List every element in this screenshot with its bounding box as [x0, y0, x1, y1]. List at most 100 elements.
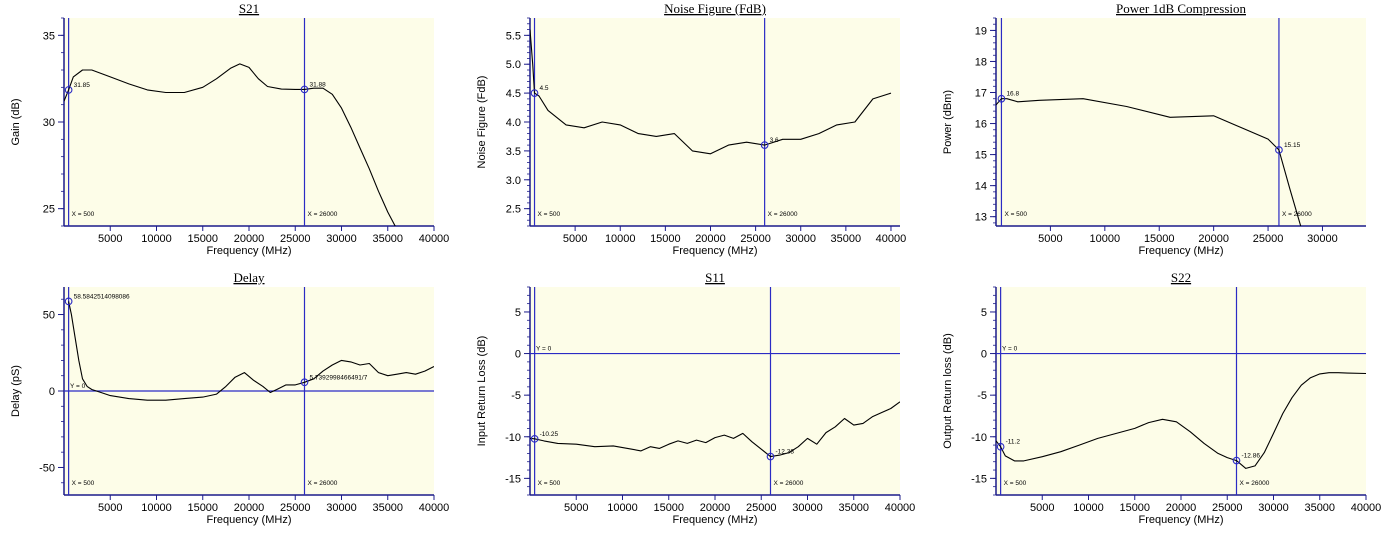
x-tick-label: 15000 [650, 233, 681, 245]
x-tick-label: 5000 [98, 233, 122, 245]
x-axis-label: Frequency (MHz) [207, 245, 292, 257]
x-tick-label: 10000 [141, 502, 172, 514]
chart-panel-4: S11 -15 -10 -5 0 5 5000 10000 15000 20000 25000 300… [476, 270, 915, 526]
x-tick-label: 20000 [1166, 502, 1197, 514]
chart-title: S22 [1171, 270, 1191, 285]
vline-label: X = 26000 [1240, 480, 1270, 487]
series-line [64, 63, 396, 226]
y-tick-label: 5.5 [506, 30, 521, 42]
marker-point [530, 89, 539, 97]
x-tick-label: 30000 [1258, 502, 1289, 514]
plot-area [64, 18, 434, 226]
marker-value-label: 15.15 [1284, 142, 1301, 149]
chart-panel-1: Noise Figure (FdB) 2.5 3.0 3.5 4.0 4.5 5.0 5.5 5… [476, 1, 906, 257]
x-tick-label: 15000 [653, 502, 684, 514]
y-tick-label: 35 [43, 30, 55, 42]
y-axis-label: Gain (dB) [10, 98, 22, 145]
x-tick-label: 40000 [885, 502, 916, 514]
y-tick-label: -5 [511, 390, 521, 402]
y-axis-label: Power (dBm) [942, 90, 954, 154]
vline-label: X = 26000 [308, 480, 338, 487]
y-tick-label: 0 [49, 386, 55, 398]
y-tick-label: 19 [975, 25, 987, 37]
series-line [68, 301, 434, 401]
vline-label: X = 500 [538, 211, 561, 218]
chart-title: Delay [233, 270, 265, 285]
series-line [530, 401, 900, 458]
vline-label: X = 500 [1004, 211, 1027, 218]
x-tick-label: 10000 [607, 502, 638, 514]
marker-value-label: -12.86 [1242, 453, 1261, 460]
x-tick-label: 30000 [792, 502, 823, 514]
y-tick-label: 50 [43, 310, 55, 322]
plot-content: Y = 0 X = 500 X = 26000 58.5842514098086 5.7… [64, 287, 434, 495]
y-axis-label: Input Return Loss (dB) [476, 336, 488, 447]
x-axis-label: Frequency (MHz) [1139, 245, 1224, 257]
marker-point [300, 378, 309, 387]
plot-area [996, 18, 1366, 226]
plot-content: X = 500 X = 26000 4.5 3.6 [530, 18, 892, 226]
y-tick-label: 15 [975, 150, 987, 162]
x-axis-label: Frequency (MHz) [673, 245, 758, 257]
y-tick-label: 3.5 [506, 146, 521, 158]
x-tick-label: 25000 [280, 233, 311, 245]
y-tick-label: 4.0 [506, 117, 521, 129]
x-tick-label: 15000 [1119, 502, 1150, 514]
marker-value-label: 31.88 [310, 81, 327, 88]
x-tick-label: 5000 [1038, 233, 1062, 245]
hline-label: Y = 0 [70, 383, 86, 390]
y-tick-label: -50 [39, 462, 55, 474]
marker-value-label: -10.25 [540, 431, 559, 438]
marker-point [300, 85, 309, 94]
x-tick-label: 35000 [372, 233, 403, 245]
y-tick-label: 2.5 [506, 204, 521, 216]
vline-label: X = 500 [1004, 480, 1027, 487]
y-tick-label: -5 [977, 390, 987, 402]
x-tick-label: 40000 [1351, 502, 1382, 514]
y-tick-label: -15 [505, 473, 521, 485]
x-tick-label: 20000 [234, 233, 265, 245]
series-line [530, 29, 892, 155]
x-tick-label: 25000 [746, 502, 777, 514]
x-tick-label: 5000 [563, 233, 587, 245]
vline-label: X = 26000 [774, 480, 804, 487]
y-tick-label: 25 [43, 204, 55, 216]
marker-value-label: 16.8 [1006, 91, 1019, 98]
y-tick-label: 16 [975, 119, 987, 131]
x-tick-label: 30000 [326, 502, 357, 514]
x-tick-label: 35000 [838, 502, 869, 514]
marker-point [1232, 456, 1241, 465]
chart-title: S21 [239, 1, 259, 16]
y-tick-label: 17 [975, 88, 987, 100]
y-tick-label: -15 [971, 473, 987, 485]
x-tick-label: 20000 [700, 502, 731, 514]
x-tick-label: 5000 [98, 502, 122, 514]
vline-label: X = 500 [72, 480, 95, 487]
y-tick-label: 0 [981, 349, 987, 361]
x-tick-label: 10000 [605, 233, 636, 245]
y-tick-label: 18 [975, 56, 987, 68]
marker-point [766, 452, 775, 461]
plot-area [530, 287, 900, 495]
y-tick-label: 4.5 [506, 88, 521, 100]
plot-content: X = 500 X = 26000 31.85 31.88 [64, 18, 396, 226]
marker-value-label: -12.38 [776, 449, 795, 456]
x-tick-label: 30000 [326, 233, 357, 245]
hline-label: Y = 0 [536, 346, 552, 353]
x-tick-label: 25000 [280, 502, 311, 514]
y-tick-label: 30 [43, 117, 55, 129]
marker-value-label: 3.6 [770, 137, 779, 144]
x-tick-label: 25000 [740, 233, 771, 245]
x-tick-label: 20000 [234, 502, 265, 514]
x-tick-label: 10000 [1090, 233, 1121, 245]
vline-label: X = 26000 [768, 211, 798, 218]
chart-panel-3: Delay -50 0 50 5000 10000 15000 20000 25000 30000… [10, 270, 449, 526]
y-tick-label: -10 [971, 432, 987, 444]
y-tick-label: 14 [975, 181, 987, 193]
vline-label: X = 500 [72, 211, 95, 218]
x-tick-label: 5000 [564, 502, 588, 514]
marker-value-label: 31.85 [74, 82, 91, 89]
x-tick-label: 25000 [1253, 233, 1284, 245]
